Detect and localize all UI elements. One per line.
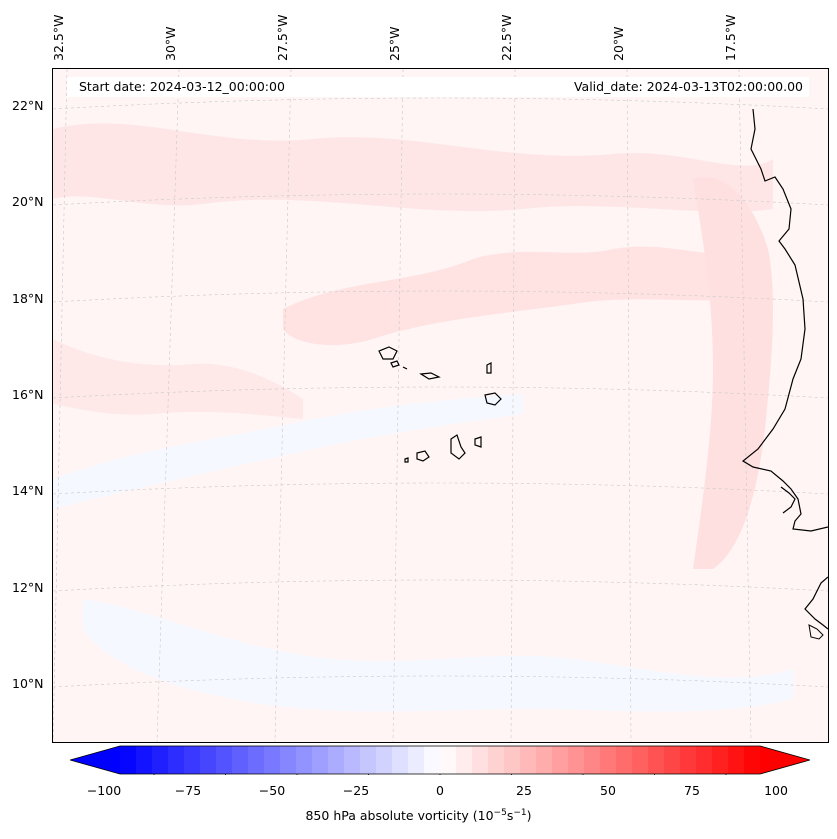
parallels (53, 97, 828, 688)
colorbar-cell (392, 746, 409, 774)
vorticity-band-north (53, 123, 773, 212)
colorbar-cell (264, 746, 281, 774)
bijagos-islands (808, 624, 824, 640)
colorbar-cell (456, 746, 473, 774)
colorbar-cell (440, 746, 457, 774)
colorbar-cell (568, 746, 585, 774)
colorbar-cell (488, 746, 505, 774)
colorbar-cell (520, 746, 537, 774)
colorbar-cell (312, 746, 329, 774)
lon-label-27.5w: 27.5°W (275, 14, 290, 61)
colorbar-cell (504, 746, 521, 774)
colorbar-cell (680, 746, 697, 774)
colorbar-cell (744, 746, 761, 774)
lat-label-18n: 18°N (12, 291, 44, 306)
colorbar-cell (648, 746, 665, 774)
colorbar-cell (152, 746, 169, 774)
colorbar-min-extension (70, 746, 120, 774)
colorbar-cell (328, 746, 345, 774)
colorbar-cell (600, 746, 617, 774)
colorbar-outline (70, 745, 810, 775)
date-info-bar: Start date: 2024-03-12_00:00:00 Valid_da… (67, 77, 809, 97)
colorbar-cell (344, 746, 361, 774)
santo-antao (378, 346, 398, 360)
lat-label-20n: 20°N (12, 194, 44, 209)
colorbar-cell (184, 746, 201, 774)
colorbar-cell (200, 746, 217, 774)
boa-vista (484, 392, 502, 406)
lon-label-32.5w: 32.5°W (51, 14, 66, 61)
colorbar-cell (248, 746, 265, 774)
colorbar-cell (696, 746, 713, 774)
negative-band-south (83, 599, 793, 712)
colorbar-cell (280, 746, 297, 774)
sao-nicolau (419, 372, 441, 380)
colorbar-cell (584, 746, 601, 774)
colorbar-cell (296, 746, 313, 774)
colorbar-tick-label: −25 (342, 783, 370, 798)
colorbar-cell (632, 746, 649, 774)
colorbar-cell (728, 746, 745, 774)
colorbar-cell (408, 746, 425, 774)
lat-label-10n: 10°N (12, 676, 44, 691)
lon-label-20w: 20°W (611, 26, 626, 61)
santiago (450, 434, 466, 460)
colorbar-cell (536, 746, 553, 774)
sao-vicente (390, 360, 400, 368)
meridians (53, 69, 752, 742)
colorbar-label: 850 hPa absolute vorticity (10−5s−1) (305, 808, 532, 824)
lon-label-22.5w: 22.5°W (499, 14, 514, 61)
colorbar-tick-label: 0 (436, 783, 444, 798)
sal (486, 362, 492, 374)
colorbar-cell (616, 746, 633, 774)
colorbar-cell (424, 746, 441, 774)
colorbar (70, 745, 810, 775)
colorbar-cell (360, 746, 377, 774)
colorbar-tick-label: −50 (258, 783, 286, 798)
map-canvas (53, 69, 828, 742)
colorbar-tick-label: −100 (86, 783, 122, 798)
lat-label-14n: 14°N (12, 483, 44, 498)
maio (474, 436, 482, 448)
colorbar-tick-label: 25 (516, 783, 532, 798)
brava (404, 457, 409, 463)
colorbar-cell (376, 746, 393, 774)
guinea-coast (804, 576, 828, 630)
colorbar-cell (216, 746, 233, 774)
vorticity-band-west (53, 339, 303, 419)
colorbar-max-extension (760, 746, 810, 774)
santa-luzia (402, 366, 408, 370)
vorticity-band-coast (693, 177, 774, 569)
africa-coastline (741, 108, 828, 532)
vorticity-map: Start date: 2024-03-12_00:00:00 Valid_da… (52, 68, 829, 743)
colorbar-cell (120, 746, 137, 774)
colorbar-cell (136, 746, 153, 774)
colorbar-cell (552, 746, 569, 774)
colorbar-cell (232, 746, 249, 774)
colorbar-ticks (153, 774, 727, 775)
colorbar-cell (472, 746, 489, 774)
colorbar-tick-label: 50 (600, 783, 616, 798)
negative-band-central (53, 394, 523, 509)
lat-label-12n: 12°N (12, 580, 44, 595)
fogo (416, 450, 430, 462)
cape-verde-islands (378, 346, 502, 463)
colorbar-cell (168, 746, 185, 774)
colorbar-cell (712, 746, 729, 774)
start-date-label: Start date: 2024-03-12_00:00:00 (79, 79, 285, 94)
lat-label-16n: 16°N (12, 387, 44, 402)
gambia-coast (780, 486, 796, 514)
vorticity-band-central (283, 246, 753, 346)
valid-date-label: Valid_date: 2024-03-13T02:00:00.00 (573, 79, 803, 94)
lon-label-25w: 25°W (387, 26, 402, 61)
colorbar-cell (664, 746, 681, 774)
lon-label-30w: 30°W (163, 26, 178, 61)
colorbar-tick-label: 100 (764, 783, 788, 798)
lon-label-17.5w: 17.5°W (723, 14, 738, 61)
colorbar-tick-label: −75 (174, 783, 202, 798)
lat-label-22n: 22°N (12, 98, 44, 113)
colorbar-cells (120, 746, 761, 774)
colorbar-tick-label: 75 (684, 783, 700, 798)
